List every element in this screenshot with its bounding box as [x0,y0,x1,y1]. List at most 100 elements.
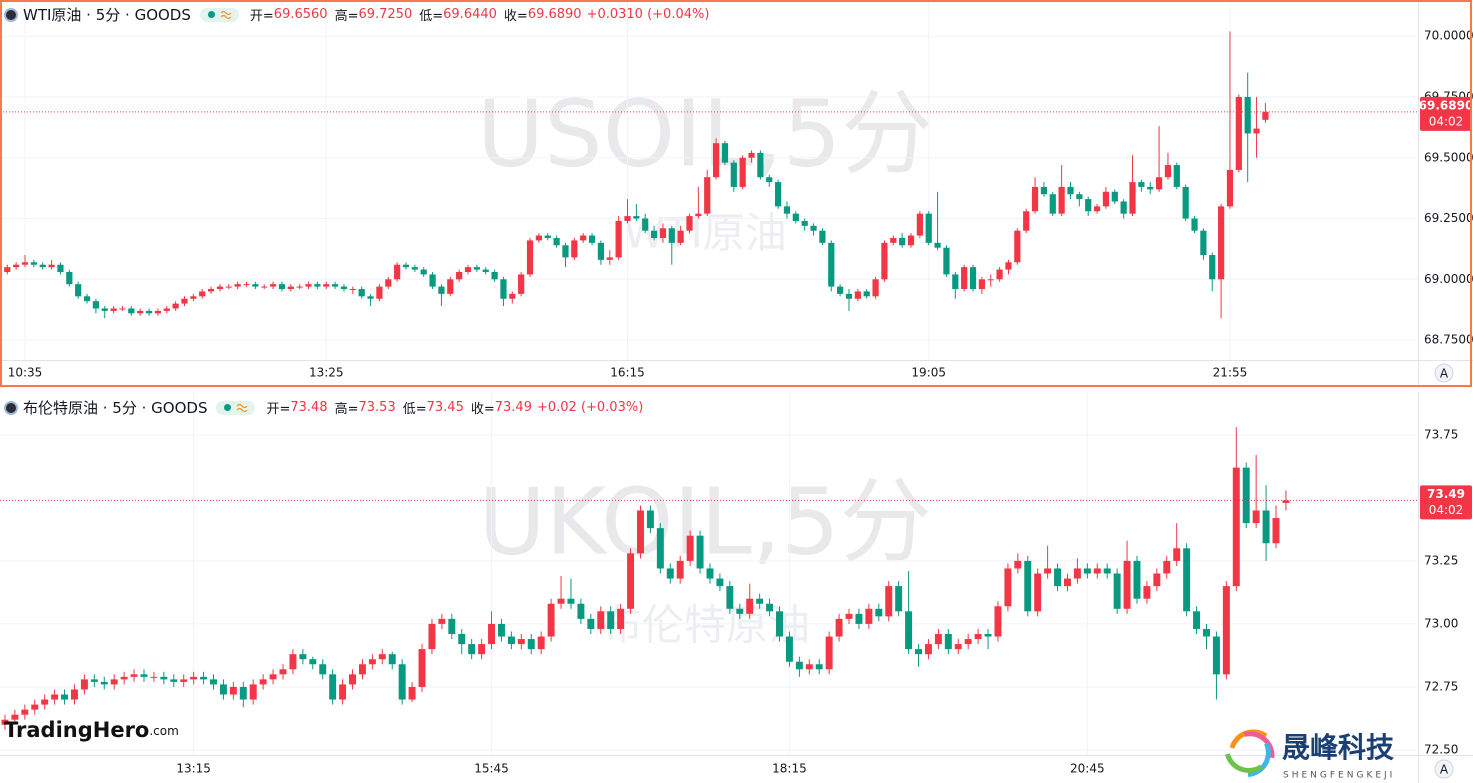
candle-body [388,654,396,665]
candle-body [420,269,427,275]
candle-body [1111,191,1118,202]
candle-body [249,684,257,700]
candle-body [378,654,386,660]
candle-body [1155,177,1163,190]
price-tag [1420,96,1472,131]
candle-body [875,608,883,617]
candle-body [837,286,844,294]
candle-body [872,279,879,297]
candle-body [1058,186,1065,214]
candle-body [659,228,667,238]
candle-body [792,213,799,221]
candle-body [925,213,932,243]
candle-body [721,143,729,163]
brand-left-part: TradingHero [4,718,149,742]
candle-body [289,654,297,670]
candle-body [969,267,977,290]
status-badge [216,400,256,415]
x-tick-label: 15:45 [474,762,509,776]
candle-body [588,235,596,243]
auto-scale-circle [1434,759,1454,779]
candle-body [75,284,82,297]
candle-body [1218,206,1225,280]
candle-body [748,152,755,158]
symbol-icon [4,7,18,22]
ohlc-label: 开= [249,9,274,24]
candle-body [154,310,162,314]
candle-body [323,284,330,287]
candle-body [509,293,516,299]
candle-body [438,286,445,294]
candle-body [101,308,108,311]
candle-body [119,308,126,310]
candle-body [473,267,480,270]
candle-body [278,284,286,290]
x-tick-label: 13:25 [309,366,344,380]
candle-body [617,608,625,629]
ohlc-value: 69.6560 [273,7,328,22]
candle-body [309,659,317,665]
candle-body [190,676,198,680]
ohlc-label: 收= [470,402,495,417]
candle-body [83,296,91,302]
candle-body [815,664,823,670]
brand-right-sub: SHENGFENGKEJI [1283,771,1395,781]
x-tick-label: 21:55 [1213,366,1248,380]
candle-body [686,535,694,561]
candle-body [216,286,224,290]
candle-body [349,289,356,291]
candle-body [810,225,817,231]
candle-body [200,676,208,680]
change-value: +0.0310 (+0.04%) [586,7,710,22]
candle-body [1235,96,1242,170]
auto-scale-button[interactable]: A [1434,759,1454,779]
candle-body [1093,568,1101,574]
candle-body [398,664,406,700]
candle-body [801,220,808,226]
candle-body [1083,568,1091,574]
candle-body [996,269,1003,280]
candle-body [726,586,734,609]
candle-body [916,213,923,236]
candle-body [219,684,227,695]
candle-body [1242,467,1250,524]
candle-body [597,611,605,629]
ohlc-value: 73.48 [290,400,328,415]
candle-body [845,613,853,619]
y-tick-label: 72.50 [1424,742,1458,756]
candle-body [766,177,773,183]
candle-body [150,676,158,678]
candle-body [1063,578,1071,587]
candle-body [1253,128,1260,134]
candle-body [80,679,88,690]
candle-body [865,608,873,624]
candle-body [468,644,476,655]
candle-body [210,679,217,685]
candle-body [243,284,250,286]
candle-body [881,242,888,280]
candle-body [863,291,870,297]
candle-body [1103,568,1111,574]
y-tick-label: 72.75 [1424,679,1458,693]
price-tag-value: 69.6890 [1419,98,1473,112]
candle-body [730,162,737,187]
candle-body [1226,169,1234,207]
auto-scale-button[interactable]: A [1434,363,1454,383]
candle-body [160,676,168,680]
x-tick-label: 13:15 [176,762,211,776]
candle-body [885,586,893,617]
candle-body [739,157,746,187]
ohlc-value: 69.6890 [527,7,582,22]
logo-arc [1243,731,1275,759]
candle-body [287,286,294,290]
candle-body [1173,548,1181,561]
logo-arc [1247,742,1271,778]
candle-body [500,279,507,299]
price-tag-value: 73.49 [1427,487,1465,501]
candle-body [606,257,613,260]
candle-body [456,272,463,280]
candle-body [535,235,542,241]
candle-body [358,289,365,297]
candle-body [757,152,764,178]
